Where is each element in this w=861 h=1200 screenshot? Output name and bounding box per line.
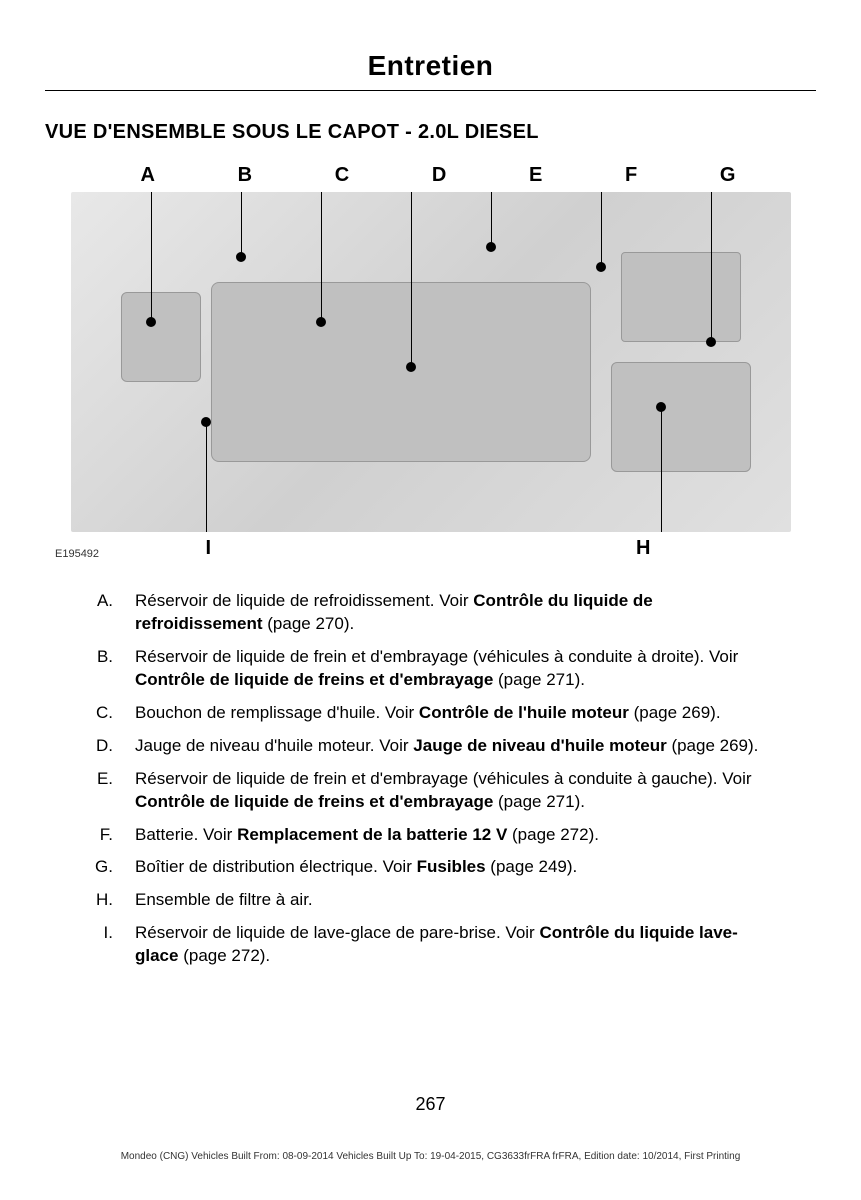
label-b: B [238, 164, 252, 187]
desc-item-e: E. Réservoir de liquide de frein et d'em… [85, 768, 776, 814]
desc-text: Ensemble de filtre à air. [135, 889, 776, 912]
label-f: F [625, 164, 637, 187]
desc-letter: E. [85, 768, 135, 814]
desc-item-a: A. Réservoir de liquide de refroidisseme… [85, 590, 776, 636]
desc-letter: I. [85, 922, 135, 968]
desc-text: Bouchon de remplissage d'huile. Voir Con… [135, 702, 776, 725]
desc-text: Jauge de niveau d'huile moteur. Voir Jau… [135, 735, 776, 758]
page-number: 267 [0, 1094, 861, 1115]
engine-diagram-image [71, 192, 791, 532]
diagram-container: A B C D E F G I H [71, 164, 791, 560]
desc-item-b: B. Réservoir de liquide de frein et d'em… [85, 646, 776, 692]
label-d: D [432, 164, 446, 187]
desc-item-f: F. Batterie. Voir Remplacement de la bat… [85, 824, 776, 847]
diagram-labels-bottom: I H [71, 537, 791, 560]
desc-text: Réservoir de liquide de frein et d'embra… [135, 768, 776, 814]
page-title: Entretien [45, 50, 816, 82]
desc-text: Réservoir de liquide de frein et d'embra… [135, 646, 776, 692]
label-c: C [335, 164, 349, 187]
label-a: A [141, 164, 155, 187]
desc-letter: G. [85, 856, 135, 879]
label-g: G [720, 164, 736, 187]
desc-text: Réservoir de liquide de refroidissement.… [135, 590, 776, 636]
desc-letter: H. [85, 889, 135, 912]
desc-letter: A. [85, 590, 135, 636]
desc-text: Réservoir de liquide de lave-glace de pa… [135, 922, 776, 968]
desc-letter: D. [85, 735, 135, 758]
desc-letter: F. [85, 824, 135, 847]
label-e: E [529, 164, 542, 187]
page-header: Entretien [45, 50, 816, 91]
desc-text: Batterie. Voir Remplacement de la batter… [135, 824, 776, 847]
desc-text: Boîtier de distribution électrique. Voir… [135, 856, 776, 879]
desc-item-d: D. Jauge de niveau d'huile moteur. Voir … [85, 735, 776, 758]
description-list: A. Réservoir de liquide de refroidisseme… [45, 590, 816, 968]
diagram-labels-top: A B C D E F G [71, 164, 791, 187]
label-h: H [636, 537, 650, 560]
label-i: I [206, 537, 212, 560]
section-title: VUE D'ENSEMBLE SOUS LE CAPOT - 2.0L DIES… [45, 121, 816, 144]
desc-item-i: I. Réservoir de liquide de lave-glace de… [85, 922, 776, 968]
desc-letter: B. [85, 646, 135, 692]
footer-text: Mondeo (CNG) Vehicles Built From: 08-09-… [0, 1151, 861, 1162]
desc-letter: C. [85, 702, 135, 725]
desc-item-c: C. Bouchon de remplissage d'huile. Voir … [85, 702, 776, 725]
desc-item-h: H. Ensemble de filtre à air. [85, 889, 776, 912]
desc-item-g: G. Boîtier de distribution électrique. V… [85, 856, 776, 879]
